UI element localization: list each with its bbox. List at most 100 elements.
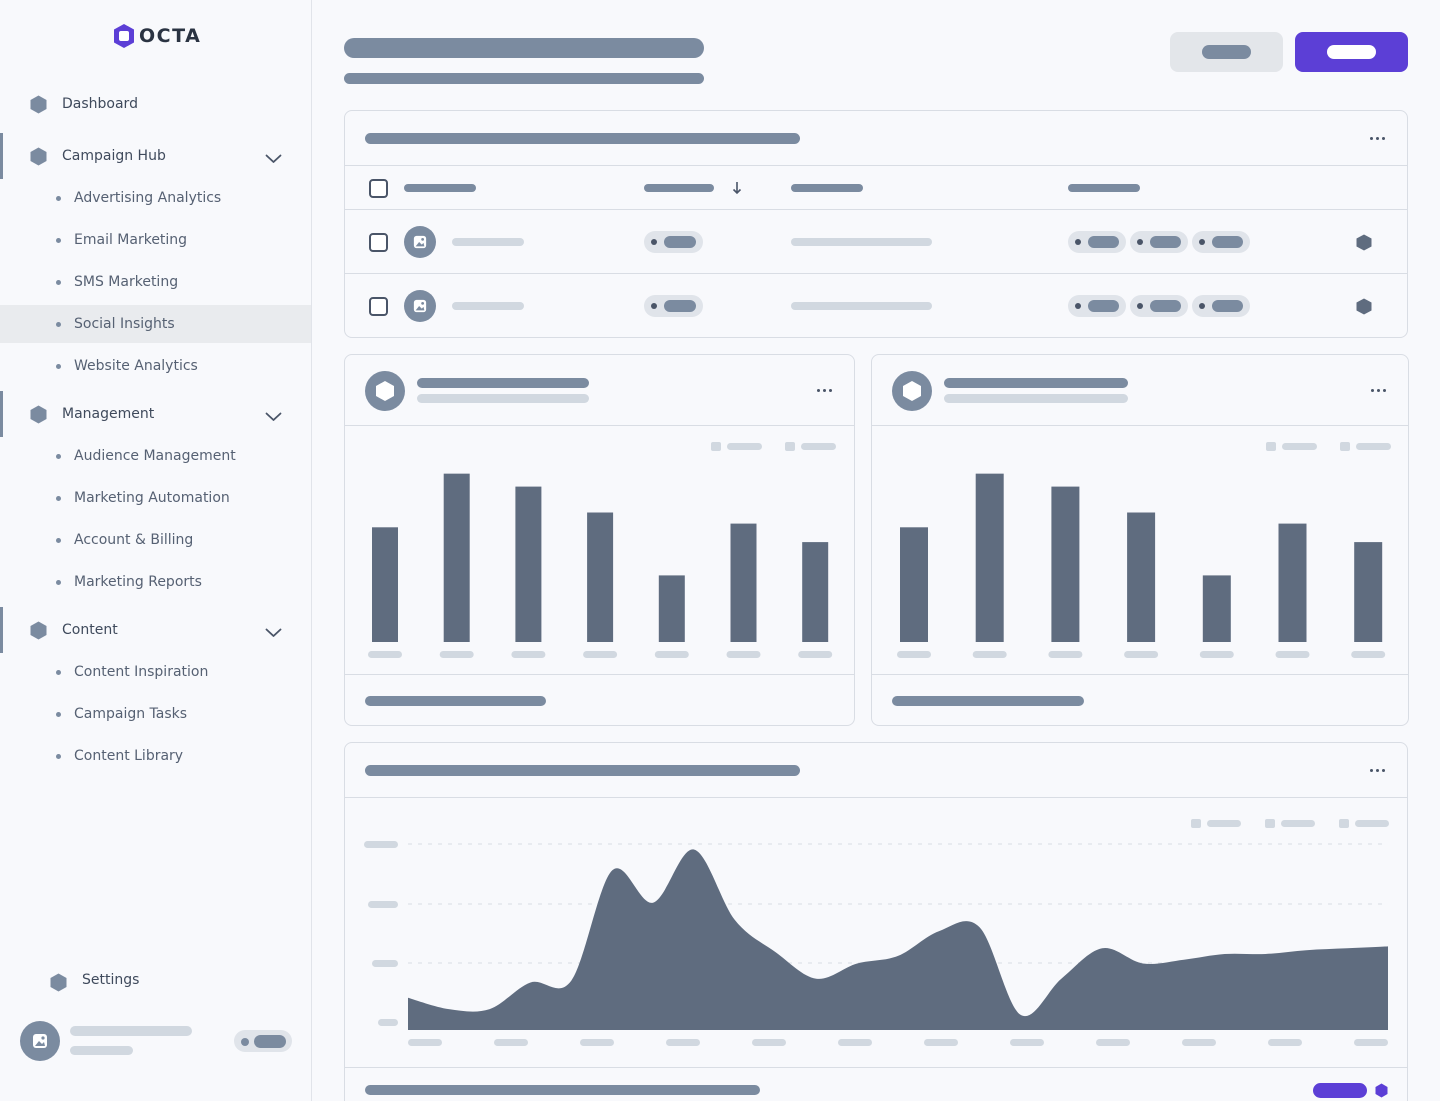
row-name-placeholder	[452, 302, 524, 310]
sidebar-subitem-campaign-tasks[interactable]: Campaign Tasks	[0, 695, 311, 733]
row-checkbox[interactable]	[369, 297, 388, 316]
table-row[interactable]	[345, 210, 1407, 273]
x-tick-label-placeholder	[368, 651, 402, 658]
x-tick-label-placeholder	[1048, 651, 1083, 658]
hexagon-icon	[376, 381, 394, 401]
row-action-hexagon-icon[interactable]	[1356, 234, 1372, 251]
footer-hexagon-icon[interactable]	[1375, 1083, 1388, 1098]
tag-chip	[1130, 231, 1188, 253]
bar[interactable]	[372, 527, 398, 642]
x-tick-label-placeholder	[666, 1039, 700, 1046]
legend-swatch	[711, 442, 721, 451]
bullet-dot-icon	[56, 322, 61, 327]
column-header[interactable]	[404, 184, 476, 192]
row-checkbox[interactable]	[369, 233, 388, 252]
chevron-down-icon[interactable]	[265, 149, 282, 168]
primary-action-button[interactable]	[1295, 32, 1408, 72]
bar-chart-card-2	[871, 354, 1409, 726]
hexagon-icon	[903, 381, 921, 401]
row-action-hexagon-icon[interactable]	[1356, 298, 1372, 315]
table-card-more-icon[interactable]	[1365, 130, 1389, 146]
bar[interactable]	[515, 486, 542, 642]
bar[interactable]	[1127, 512, 1156, 643]
bar[interactable]	[1051, 486, 1080, 642]
area-card-footer-placeholder	[365, 1085, 760, 1095]
user-status-toggle[interactable]	[234, 1030, 292, 1052]
bar[interactable]	[730, 523, 757, 642]
x-tick-label-placeholder	[726, 651, 761, 658]
logo[interactable]: OCTA	[112, 22, 201, 50]
sidebar-subitem-website-analytics[interactable]: Website Analytics	[0, 347, 311, 385]
select-all-checkbox[interactable]	[369, 179, 388, 198]
sidebar-subitem-content-library[interactable]: Content Library	[0, 737, 311, 775]
legend-label-placeholder	[1282, 443, 1317, 450]
sidebar-item-management[interactable]: Management	[0, 391, 311, 437]
sidebar-subitem-social-insights[interactable]: Social Insights	[0, 305, 311, 343]
bullet-dot-icon	[56, 754, 61, 759]
sidebar-subitem-label: Campaign Tasks	[74, 706, 188, 722]
bullet-dot-icon	[56, 580, 61, 585]
sidebar-subitem-account-billing[interactable]: Account & Billing	[0, 521, 311, 559]
legend-label-placeholder	[1281, 820, 1315, 827]
footer-accent-pill[interactable]	[1313, 1083, 1367, 1098]
sidebar-item-content[interactable]: Content	[0, 607, 311, 653]
sidebar-item-dashboard[interactable]: Dashboard	[0, 81, 311, 127]
bar[interactable]	[1278, 523, 1307, 642]
bar[interactable]	[658, 575, 685, 642]
sidebar-subitem-label: Marketing Reports	[74, 574, 202, 590]
x-tick-label-placeholder	[654, 651, 689, 658]
sidebar-subitem-marketing-automation[interactable]: Marketing Automation	[0, 479, 311, 517]
settings-item[interactable]: Settings	[0, 961, 311, 1001]
card-more-icon[interactable]	[812, 382, 836, 398]
x-tick-label-placeholder	[1275, 651, 1310, 658]
bar[interactable]	[1354, 542, 1383, 642]
legend-swatch	[1266, 442, 1276, 451]
sidebar-subitem-sms-marketing[interactable]: SMS Marketing	[0, 263, 311, 301]
table-card-title-placeholder	[365, 133, 800, 144]
area-series[interactable]	[408, 849, 1388, 1030]
sort-arrow-down-icon[interactable]	[731, 181, 743, 195]
bar[interactable]	[1202, 575, 1231, 642]
column-header[interactable]	[644, 184, 714, 192]
tag-chip	[1068, 295, 1126, 317]
sidebar-item-campaign-hub[interactable]: Campaign Hub	[0, 133, 311, 179]
sidebar-subitem-advertising-analytics[interactable]: Advertising Analytics	[0, 179, 311, 217]
bar[interactable]	[975, 473, 1004, 642]
sidebar-item-label: Dashboard	[62, 96, 138, 112]
bullet-dot-icon	[56, 238, 61, 243]
column-header[interactable]	[1068, 184, 1140, 192]
column-header[interactable]	[791, 184, 863, 192]
chevron-down-icon[interactable]	[265, 407, 282, 426]
card-more-icon[interactable]	[1366, 382, 1390, 398]
sidebar-subitem-audience-management[interactable]: Audience Management	[0, 437, 311, 475]
sidebar-subitem-label: Content Library	[74, 748, 184, 764]
bar[interactable]	[900, 527, 928, 642]
x-tick-label-placeholder	[972, 651, 1007, 658]
bar[interactable]	[802, 542, 829, 642]
secondary-action-button[interactable]	[1170, 32, 1283, 72]
area-card-more-icon[interactable]	[1365, 762, 1389, 778]
bar[interactable]	[587, 512, 614, 643]
row-avatar	[404, 226, 436, 258]
x-tick-label-placeholder	[1351, 651, 1386, 658]
sidebar-subitem-marketing-reports[interactable]: Marketing Reports	[0, 563, 311, 601]
legend-swatch	[1339, 819, 1349, 828]
user-profile[interactable]	[20, 1021, 292, 1063]
chevron-down-icon[interactable]	[265, 623, 282, 642]
legend-label-placeholder	[801, 443, 836, 450]
settings-hexagon-icon	[50, 973, 67, 996]
x-tick-label-placeholder	[897, 651, 931, 658]
sidebar-subitem-label: Social Insights	[74, 316, 175, 332]
sidebar-subitem-label: Advertising Analytics	[74, 190, 222, 206]
hexagon-icon	[30, 405, 47, 428]
card-footer-placeholder	[365, 696, 546, 706]
sidebar-subitem-label: Email Marketing	[74, 232, 188, 248]
legend-swatch	[1265, 819, 1275, 828]
sidebar-subitem-email-marketing[interactable]: Email Marketing	[0, 221, 311, 259]
table-row[interactable]	[345, 274, 1407, 337]
page-subtitle-placeholder	[344, 73, 704, 84]
sidebar-subitem-content-inspiration[interactable]: Content Inspiration	[0, 653, 311, 691]
sidebar-subitem-label: Content Inspiration	[74, 664, 209, 680]
sidebar-subitem-label: SMS Marketing	[74, 274, 179, 290]
bar[interactable]	[443, 473, 470, 642]
